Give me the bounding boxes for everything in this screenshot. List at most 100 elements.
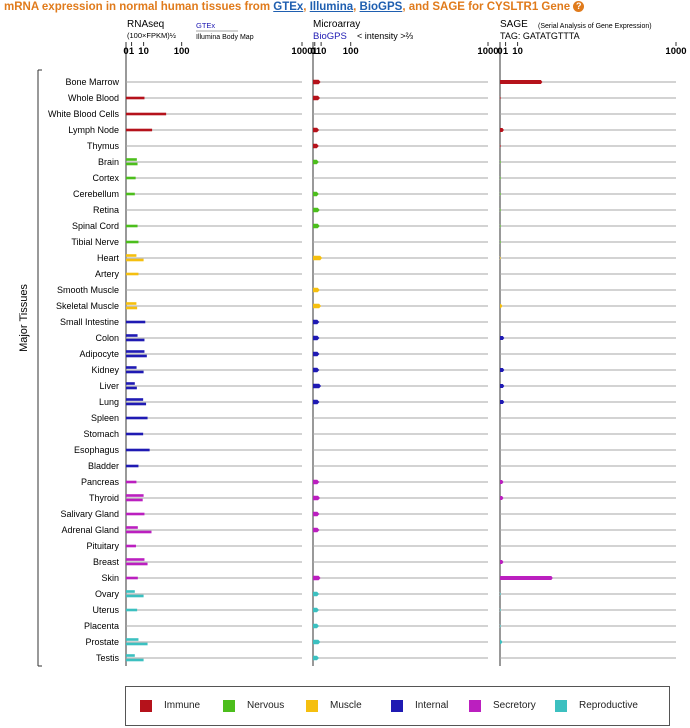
intensity-unit: < intensity >⅔: [357, 31, 414, 41]
sage-bar: [499, 256, 501, 260]
tissue-label: Retina: [93, 205, 119, 215]
rnaseq-bar: [126, 480, 137, 484]
sage-bar: [500, 336, 505, 340]
rnaseq-bar: [126, 638, 139, 641]
sage-bar: [500, 384, 505, 388]
rnaseq-bar: [126, 526, 138, 529]
microarray-bar: [313, 511, 320, 517]
help-icon[interactable]: ?: [573, 1, 585, 12]
microarray-bar: [313, 143, 319, 149]
rnaseq-bar: [126, 176, 136, 180]
rnaseq-bar: [126, 642, 148, 646]
sage-bar: [499, 192, 501, 196]
sage-bar: [499, 608, 501, 612]
tissue-label: Testis: [96, 653, 120, 663]
tissue-label: Esophagus: [74, 445, 120, 455]
sage-bar: [499, 96, 501, 100]
microarray-bar: [313, 223, 320, 229]
sage-bar: [500, 368, 505, 372]
tick-label: 1: [129, 46, 135, 57]
rnaseq-bar: [126, 320, 146, 324]
legend-label: Internal: [415, 700, 449, 711]
rnaseq-bar: [126, 366, 137, 369]
tissue-label: Pituitary: [86, 541, 119, 551]
tissue-label: Adrenal Gland: [61, 525, 119, 535]
sage-bar: [500, 304, 503, 308]
sage-bar: [500, 640, 503, 644]
microarray-bar: [313, 367, 320, 373]
illumina-link[interactable]: Illumina: [309, 1, 354, 13]
rnaseq-header: RNAseq: [127, 19, 164, 30]
legend-swatch: [391, 700, 403, 712]
tissue-label: Skin: [101, 573, 119, 583]
sage-bar: [499, 176, 501, 180]
legend-label: Reproductive: [579, 700, 638, 711]
tick-label: 10: [316, 46, 327, 57]
rnaseq-bar: [126, 398, 144, 401]
tick-label: 0: [497, 46, 502, 57]
rnaseq-bar: [126, 594, 144, 598]
rnaseq-bar: [126, 306, 138, 310]
tick-label: 0: [310, 46, 315, 57]
rnaseq-bar: [126, 334, 138, 337]
sage-bar: [499, 240, 501, 244]
rnaseq-bar: [126, 498, 143, 502]
sage-bar: [500, 576, 553, 580]
biogps-link[interactable]: BioGPS: [359, 1, 403, 13]
microarray-bar: [313, 591, 320, 597]
rnaseq-bar: [126, 530, 152, 534]
gene-name: CYSLTR1: [486, 1, 539, 13]
sage-bar: [499, 144, 501, 148]
tissue-label: White Blood Cells: [48, 109, 120, 119]
rnaseq-bar: [126, 558, 145, 561]
tissue-label: Cerebellum: [73, 189, 119, 199]
rnaseq-bar: [126, 370, 144, 374]
legend: Immune Nervous Muscle Internal Secretory Repr…: [125, 686, 670, 726]
y-axis-label: Major Tissues: [18, 284, 30, 352]
tissue-label: Breast: [93, 557, 120, 567]
tissue-label: Spleen: [91, 413, 119, 423]
rnaseq-bar: [126, 112, 167, 116]
tick-label: 10: [512, 46, 523, 57]
microarray-bar: [313, 495, 320, 501]
rnaseq-unit: (100×FPKM)½: [127, 31, 177, 40]
microarray-bar: [313, 575, 321, 581]
sage-bar: [499, 208, 501, 212]
sage-bar: [500, 128, 504, 132]
microarray-bar: [313, 655, 319, 661]
tissue-label: Placenta: [84, 621, 119, 631]
rnaseq-bar: [126, 240, 139, 244]
legend-swatch: [223, 700, 235, 712]
rnaseq-bar: [126, 512, 145, 516]
tick-label: 1000: [291, 46, 312, 57]
illumina-label: Illumina Body Map: [196, 34, 254, 41]
sage-bar: [500, 480, 504, 484]
rnaseq-bar: [126, 448, 150, 452]
tissue-label: Salivary Gland: [60, 509, 119, 519]
sage-bar: [499, 224, 501, 228]
title-sep: ,: [353, 1, 360, 13]
rnaseq-bar: [126, 464, 139, 468]
rnaseq-bar: [126, 402, 147, 406]
microarray-bar: [313, 287, 320, 293]
rnaseq-bar: [126, 302, 137, 305]
tissue-label: Brain: [98, 157, 119, 167]
tissue-label: Thymus: [87, 141, 120, 151]
tissue-label: Lymph Node: [68, 125, 119, 135]
microarray-bar: [313, 319, 320, 325]
rnaseq-bar: [126, 432, 144, 436]
rnaseq-bar: [126, 544, 136, 548]
microarray-bar: [313, 383, 322, 389]
tissue-label: Tibial Nerve: [71, 237, 119, 247]
tissue-label: Spinal Cord: [72, 221, 119, 231]
tick-label: 100: [174, 46, 190, 57]
gtex-link[interactable]: GTEx: [273, 1, 304, 13]
tissue-label: Skeletal Muscle: [56, 301, 119, 311]
rnaseq-bar: [126, 224, 138, 228]
rnaseq-bar: [126, 192, 135, 196]
chart-title: mRNA expression in normal human tissues …: [4, 1, 585, 13]
tick-label: 1000: [665, 46, 686, 57]
rnaseq-bar: [126, 258, 144, 262]
tick-label: 1: [503, 46, 509, 57]
legend-swatch: [555, 700, 567, 712]
